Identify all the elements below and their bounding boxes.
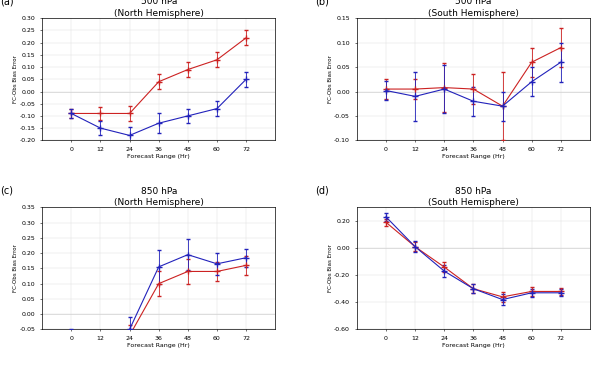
- Text: (b): (b): [315, 0, 329, 6]
- X-axis label: Forecast Range (Hr): Forecast Range (Hr): [442, 154, 505, 158]
- Title: 500 hPa
(North Hemisphere): 500 hPa (North Hemisphere): [114, 0, 203, 18]
- Y-axis label: FC-Obs Bias Error: FC-Obs Bias Error: [327, 55, 333, 103]
- Y-axis label: FC-Obs Bias Error: FC-Obs Bias Error: [327, 244, 332, 292]
- Y-axis label: FC-Obs Bias Error: FC-Obs Bias Error: [13, 244, 18, 292]
- Y-axis label: FC-Obs Bias Error: FC-Obs Bias Error: [13, 55, 18, 103]
- X-axis label: Forecast Range (Hr): Forecast Range (Hr): [442, 343, 505, 348]
- Text: (a): (a): [0, 0, 14, 6]
- Title: 500 hPa
(South Hemisphere): 500 hPa (South Hemisphere): [428, 0, 519, 18]
- Title: 850 hPa
(South Hemisphere): 850 hPa (South Hemisphere): [428, 187, 519, 207]
- X-axis label: Forecast Range (Hr): Forecast Range (Hr): [127, 343, 190, 348]
- Text: (c): (c): [0, 186, 13, 195]
- Text: (d): (d): [315, 186, 329, 195]
- X-axis label: Forecast Range (Hr): Forecast Range (Hr): [127, 154, 190, 158]
- Title: 850 hPa
(North Hemisphere): 850 hPa (North Hemisphere): [114, 187, 203, 207]
